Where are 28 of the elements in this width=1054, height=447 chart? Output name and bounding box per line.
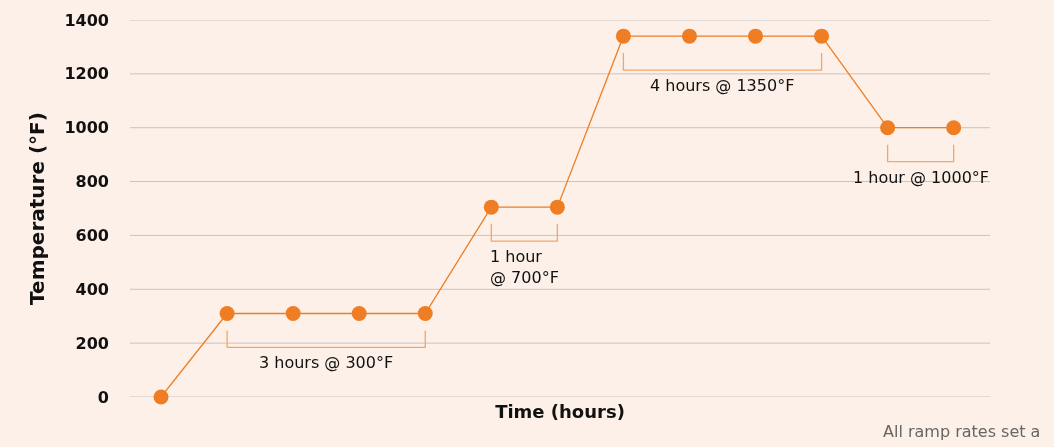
y-tick-label: 600 (75, 226, 109, 246)
point (748, 28, 764, 44)
point (946, 120, 962, 136)
point (880, 120, 896, 136)
y-tick-label: 0 (97, 387, 109, 407)
y-tick-label: 400 (75, 279, 109, 299)
point (285, 306, 301, 322)
point (483, 199, 499, 215)
point (615, 28, 631, 44)
annotation: 4 hours @ 1350°F (650, 76, 795, 95)
point (351, 306, 367, 322)
x-axis-title: Time (hours) (495, 401, 625, 423)
point (549, 199, 565, 215)
annotation: 3 hours @ 300°F (259, 353, 394, 372)
point (814, 28, 830, 44)
point (417, 306, 433, 322)
y-axis-title: Temperature (°F) (24, 112, 49, 305)
y-tick-label: 200 (75, 333, 109, 353)
annotation: 1 hour @ 1000°F (853, 168, 990, 187)
text: All ramp rates set a (883, 422, 1041, 441)
y-tick-label: 1400 (64, 10, 109, 30)
y-tick-label: 1000 (64, 118, 109, 138)
point (681, 28, 697, 44)
y-tick-label: 800 (75, 172, 109, 192)
y-tick-label: 1200 (64, 64, 109, 84)
point (153, 389, 169, 405)
point (219, 306, 235, 322)
annotation: 1 hour @ 700°F (490, 247, 559, 287)
